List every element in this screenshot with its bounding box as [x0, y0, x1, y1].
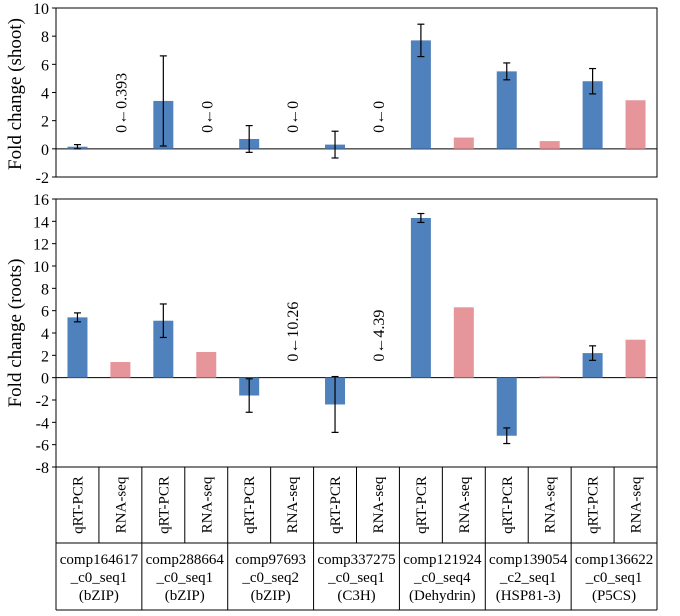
- bar-roots-rna-seq-1: [196, 351, 217, 378]
- method-label-rna-seq: RNA-seq: [285, 476, 301, 533]
- gene-label: (C3H): [337, 588, 375, 604]
- gene-label: _c0_seq4: [413, 570, 471, 586]
- gene-label: comp288664: [146, 552, 225, 568]
- method-label-rna-seq: RNA-seq: [199, 476, 215, 533]
- bar-roots-qrt-pcr-5: [496, 377, 517, 436]
- method-label-qrt-pcr: qRT-PCR: [586, 476, 602, 534]
- gene-label: (P5CS): [592, 588, 636, 604]
- method-label-rna-seq: RNA-seq: [113, 476, 129, 533]
- gene-label: (bZIP): [165, 588, 205, 604]
- gene-label: (HSP81-3): [496, 588, 561, 604]
- method-label-qrt-pcr: qRT-PCR: [328, 476, 344, 534]
- bar-roots-rna-seq-0: [110, 362, 131, 378]
- bar-shoot-rna-seq-5: [539, 141, 560, 149]
- annotation-label: 0←10.26: [285, 302, 302, 362]
- bar-shoot-qrt-pcr-4: [410, 40, 431, 149]
- y-tick-label: 6: [41, 304, 49, 321]
- method-label-rna-seq: RNA-seq: [457, 476, 473, 533]
- y-tick-label: -2: [36, 393, 49, 410]
- bar-roots-qrt-pcr-0: [67, 317, 88, 378]
- y-tick-label: 4: [41, 326, 49, 343]
- y-tick-label: 14: [33, 214, 49, 231]
- y-tick-label: 10: [33, 1, 49, 18]
- gene-label: comp121924: [403, 552, 482, 568]
- panel-shoot: -2 0 2 4 6 8 10 Fold change (shoot) 0←0.393 0←0 0←…: [5, 1, 658, 187]
- y-axis-label: Fold change (shoot): [5, 18, 26, 170]
- gene-label: _c2_seq1: [499, 570, 557, 586]
- y-tick-label: -6: [36, 438, 49, 455]
- bar-roots-rna-seq-6: [625, 339, 646, 378]
- gene-label: _c0_seq1: [585, 570, 643, 586]
- bar-roots-rna-seq-5: [539, 376, 560, 378]
- plot-frame-roots: [55, 198, 658, 468]
- y-tick-label: -2: [36, 170, 49, 187]
- annotation-label: 0←0.393: [113, 73, 130, 133]
- method-label-qrt-pcr: qRT-PCR: [156, 476, 172, 534]
- method-label-qrt-pcr: qRT-PCR: [70, 476, 86, 534]
- panel-roots: -8 -6 -4 -2 0 2 4 6 8 10 12 14 16 Fold change (roots)…: [5, 192, 658, 477]
- bar-shoot-rna-seq-4: [453, 137, 474, 149]
- y-tick-label: 8: [41, 281, 49, 298]
- bar-shoot-qrt-pcr-5: [496, 71, 517, 149]
- bar-roots-rna-seq-4: [453, 307, 474, 378]
- bar-shoot-qrt-pcr-6: [582, 81, 603, 149]
- gene-label: (bZIP): [79, 588, 119, 604]
- gene-label: _c0_seq1: [155, 570, 213, 586]
- bar-roots-qrt-pcr-6: [582, 353, 603, 378]
- bar-roots-qrt-pcr-1: [153, 320, 174, 378]
- y-tick-label: -4: [36, 415, 49, 432]
- plot-frame-shoot: [55, 7, 658, 178]
- gene-label: (Dehydrin): [409, 588, 476, 604]
- y-tick-label: 0: [41, 142, 49, 159]
- gene-label: comp337275: [317, 552, 395, 568]
- annotation-label: 0←4.39: [371, 310, 388, 362]
- gene-label: comp139054: [489, 552, 568, 568]
- y-tick-label: 2: [41, 114, 49, 131]
- gene-label: _c0_seq1: [327, 570, 385, 586]
- method-label-rna-seq: RNA-seq: [371, 476, 387, 533]
- method-label-qrt-pcr: qRT-PCR: [414, 476, 430, 534]
- gene-label: _c0_seq2: [241, 570, 299, 586]
- gene-label: comp164617: [60, 552, 139, 568]
- y-tick-label: 0: [41, 371, 49, 388]
- y-axis-label: Fold change (roots): [5, 259, 26, 408]
- y-tick-label: 10: [33, 259, 49, 276]
- annotation-label: 0←0: [371, 101, 388, 133]
- y-tick-label: -8: [36, 460, 49, 477]
- annotation-label: 0←0: [285, 101, 302, 133]
- category-axis: qRT-PCR RNA-seq qRT-PCR RNA-seq qRT-PCR RNA-s…: [55, 467, 658, 611]
- method-label-qrt-pcr: qRT-PCR: [242, 476, 258, 534]
- gene-label: comp136622: [575, 552, 653, 568]
- y-tick-label: 2: [41, 348, 49, 365]
- bar-shoot-rna-seq-6: [625, 100, 646, 149]
- bar-roots-qrt-pcr-4: [410, 217, 431, 378]
- gene-label: comp97693: [235, 552, 306, 568]
- gene-label: _c0_seq1: [70, 570, 128, 586]
- y-tick-label: 4: [41, 86, 49, 103]
- y-tick-label: 16: [33, 192, 49, 209]
- method-label-rna-seq: RNA-seq: [629, 476, 645, 533]
- method-label-qrt-pcr: qRT-PCR: [500, 476, 516, 534]
- y-tick-label: 8: [41, 29, 49, 46]
- y-tick-label: 12: [33, 237, 49, 254]
- annotation-label: 0←0: [199, 101, 216, 133]
- gene-label: (bZIP): [251, 588, 291, 604]
- method-label-rna-seq: RNA-seq: [543, 476, 559, 533]
- y-tick-label: 6: [41, 57, 49, 74]
